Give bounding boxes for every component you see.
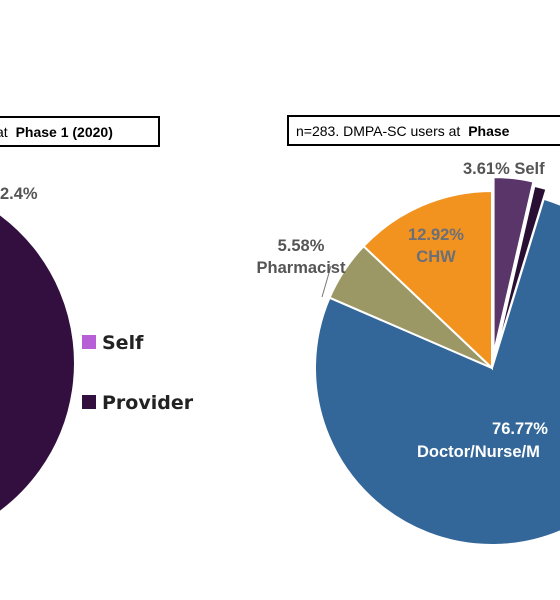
pharmacist-name-label: Pharmacist xyxy=(257,259,346,277)
svg-text:n=283. DMPA-SC users at: n=283. DMPA-SC users at Phase xyxy=(296,123,510,139)
phase1-title-bold: Phase 1 (2020) xyxy=(16,124,113,140)
phase-title-box: n=283. DMPA-SC users at Phase xyxy=(287,115,560,146)
svg-text:at Phase 1 (2020): at Phase 1 (2020) xyxy=(0,124,113,140)
pie-slice-self xyxy=(492,176,535,355)
pie-slice-doctor-nurse xyxy=(314,197,560,547)
pharmacist-pct-label: 5.58% xyxy=(278,237,325,255)
phase1-self-pct-label: 2.4% xyxy=(0,185,38,203)
phase1-legend: Self Provider xyxy=(82,332,194,414)
pie-slice-provider xyxy=(0,213,76,513)
chw-pct-label: 12.92% xyxy=(408,226,464,244)
self-slice-label: 3.61% Self xyxy=(463,160,545,178)
pharmacist-leader-line xyxy=(321,265,332,298)
phase1-title-box: at Phase 1 (2020) xyxy=(0,116,160,147)
pie-slice-chw xyxy=(362,189,493,371)
legend-swatch-provider xyxy=(82,395,96,409)
phase-title-prefix: n=283. DMPA-SC users at xyxy=(296,123,460,139)
phase1-pie xyxy=(0,213,76,513)
chw-name-label: CHW xyxy=(416,248,456,266)
doctor-name-label: Doctor/Nurse/M xyxy=(417,443,540,461)
phase-title-bold: Phase xyxy=(468,123,509,139)
legend-swatch-self xyxy=(82,335,96,349)
phase1-title-prefix: at xyxy=(0,124,8,140)
legend-label-provider: Provider xyxy=(102,392,194,414)
doctor-pct-label: 76.77% xyxy=(492,420,548,438)
phase-pie xyxy=(314,176,560,547)
legend-label-self: Self xyxy=(102,332,144,354)
